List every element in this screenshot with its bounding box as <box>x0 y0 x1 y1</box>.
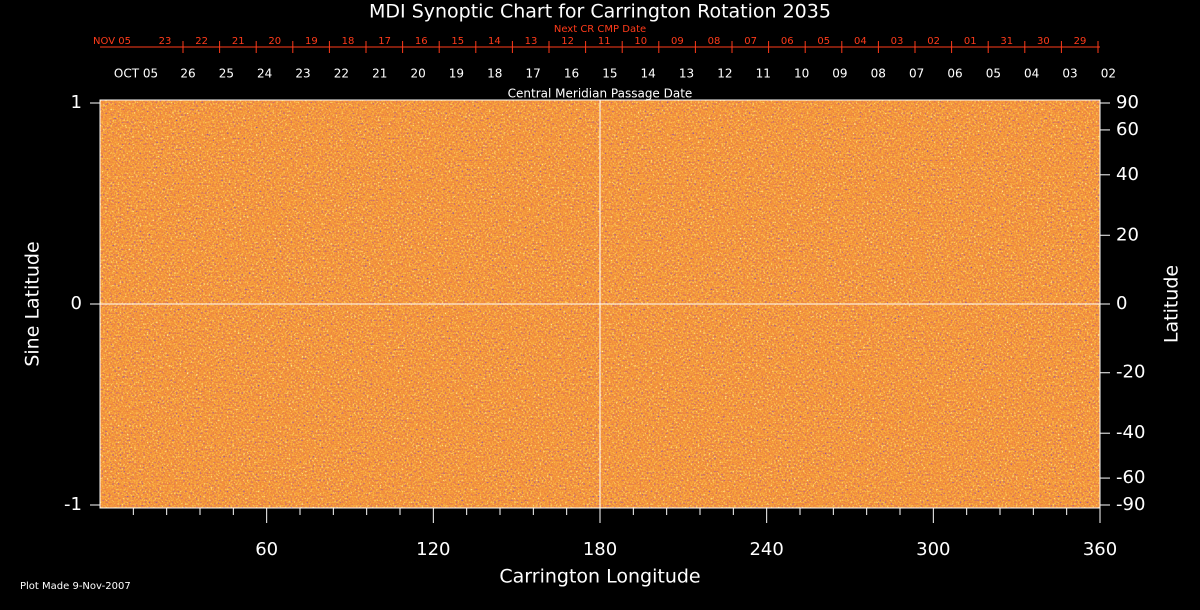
top2-date-label: 04 <box>1024 67 1039 81</box>
top-date-label: 06 <box>781 36 794 47</box>
top-date-label: 19 <box>305 36 318 47</box>
y2-tick-label: -20 <box>1116 362 1145 383</box>
top2-date-label: 10 <box>794 67 809 81</box>
x-tick-label: 240 <box>749 539 783 560</box>
top2-date-label: 09 <box>832 67 847 81</box>
top-date-label: 12 <box>561 36 574 47</box>
top-date-label: 10 <box>634 36 647 47</box>
top-date-label: 07 <box>744 36 757 47</box>
top-date-label: 04 <box>854 36 867 47</box>
y2-tick-label: 90 <box>1116 92 1139 113</box>
top-axis2-label: Central Meridian Passage Date <box>508 87 693 101</box>
y2-tick-label: -60 <box>1116 467 1145 488</box>
top2-date-label: 05 <box>986 67 1001 81</box>
top-date-label: 13 <box>525 36 538 47</box>
x-tick-label: 180 <box>583 539 617 560</box>
top-date-label: 23 <box>159 36 172 47</box>
y2-axis-label: Latitude <box>1161 265 1183 343</box>
top-date-label: 03 <box>891 36 904 47</box>
top-date-label: 02 <box>927 36 940 47</box>
top2-date-label: 03 <box>1062 67 1077 81</box>
y-axis-label: Sine Latitude <box>22 241 44 366</box>
top-date-label: 18 <box>342 36 355 47</box>
y2-tick-label: 0 <box>1116 293 1127 314</box>
top-date-label: 09 <box>671 36 684 47</box>
x-tick-label: 300 <box>916 539 950 560</box>
top-date-label: 11 <box>598 36 611 47</box>
top2-date-label: 06 <box>947 67 962 81</box>
top2-date-label: 08 <box>871 67 886 81</box>
x-tick-label: 120 <box>416 539 450 560</box>
top-date-label: 22 <box>195 36 208 47</box>
top-date-label: 05 <box>817 36 830 47</box>
y2-tick-label: 20 <box>1116 224 1139 245</box>
top-date-label: 30 <box>1037 36 1050 47</box>
top-date-label: 20 <box>268 36 281 47</box>
top-date-label: 21 <box>232 36 245 47</box>
x-tick-label: 360 <box>1083 539 1117 560</box>
top2-date-label: 25 <box>219 67 234 81</box>
y-tick-label: 1 <box>71 92 82 113</box>
top-date-label: 16 <box>415 36 428 47</box>
top-date-label: NOV 05 <box>93 36 131 47</box>
top-date-label: 31 <box>1000 36 1013 47</box>
top2-date-label: 26 <box>180 67 195 81</box>
top-date-label: 29 <box>1074 36 1087 47</box>
top2-date-label: 14 <box>641 67 656 81</box>
top-date-label: 15 <box>451 36 464 47</box>
top2-date-label: 11 <box>756 67 771 81</box>
top-date-label: 08 <box>708 36 721 47</box>
top-date-label: 14 <box>488 36 501 47</box>
top2-date-label: OCT 05 <box>114 67 158 81</box>
top-axis-label: Next CR CMP Date <box>554 24 646 35</box>
top2-date-label: 12 <box>717 67 732 81</box>
top2-date-label: 23 <box>295 67 310 81</box>
top2-date-label: 19 <box>449 67 464 81</box>
footnote: Plot Made 9-Nov-2007 <box>20 581 131 592</box>
y-tick-label: -1 <box>64 494 82 515</box>
y2-tick-label: -40 <box>1116 422 1145 443</box>
y-tick-label: 0 <box>71 293 82 314</box>
top2-date-label: 07 <box>909 67 924 81</box>
chart-title: MDI Synoptic Chart for Carrington Rotati… <box>369 1 831 23</box>
top2-date-label: 16 <box>564 67 579 81</box>
top2-date-label: 15 <box>602 67 617 81</box>
top2-date-label: 20 <box>410 67 425 81</box>
y2-tick-label: 40 <box>1116 164 1139 185</box>
top2-date-label: 18 <box>487 67 502 81</box>
top2-date-label: 22 <box>334 67 349 81</box>
top2-date-label: 21 <box>372 67 387 81</box>
top-date-label: 17 <box>378 36 391 47</box>
y2-tick-label: -90 <box>1116 494 1145 515</box>
y2-tick-label: 60 <box>1116 119 1139 140</box>
top2-date-label: 17 <box>526 67 541 81</box>
x-tick-label: 60 <box>255 539 278 560</box>
top2-date-label: 24 <box>257 67 272 81</box>
top2-date-label: 02 <box>1101 67 1116 81</box>
top-date-label: 01 <box>964 36 977 47</box>
top2-date-label: 13 <box>679 67 694 81</box>
x-axis-label: Carrington Longitude <box>499 566 700 588</box>
